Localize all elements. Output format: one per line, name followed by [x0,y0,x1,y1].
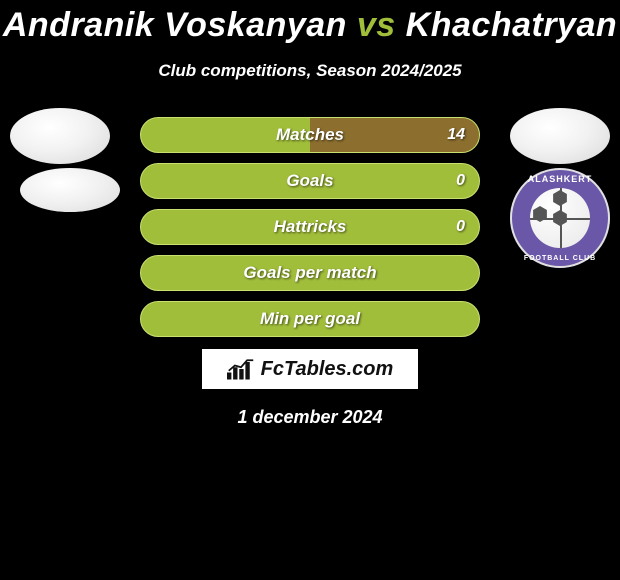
branding-logo: FcTables.com [202,349,418,389]
player1-avatar [10,108,110,164]
stat-bar: Min per goal [140,301,480,337]
club-name-bottom: FOOTBALL CLUB [510,255,610,262]
stat-label: Hattricks [141,210,479,244]
stat-label: Goals per match [141,256,479,290]
player2-avatar [510,108,610,164]
player2-club-badge: ALASHKERT FOOTBALL CLUB [510,168,610,268]
stat-bar: Goals per match [140,255,480,291]
comparison-title: Andranik Voskanyan vs Khachatryan [0,0,620,45]
branding-text: FcTables.com [261,358,394,381]
club-name-top: ALASHKERT [510,174,610,184]
stat-label: Matches [141,118,479,152]
player2-name: Khachatryan [406,6,617,44]
player1-club-badge [20,168,120,212]
stat-label: Min per goal [141,302,479,336]
stat-bar: 0Hattricks [140,209,480,245]
subtitle: Club competitions, Season 2024/2025 [0,61,620,81]
vs-label: vs [357,6,396,44]
player1-name: Andranik Voskanyan [3,6,347,44]
date-label: 1 december 2024 [0,407,620,428]
stat-label: Goals [141,164,479,198]
stat-bar: 0Goals [140,163,480,199]
stat-bar: 14Matches [140,117,480,153]
football-icon [530,188,590,248]
stat-bars-container: 14Matches 0Goals 0Hattricks Goals per match… [140,117,480,337]
bar-chart-icon [227,357,255,381]
